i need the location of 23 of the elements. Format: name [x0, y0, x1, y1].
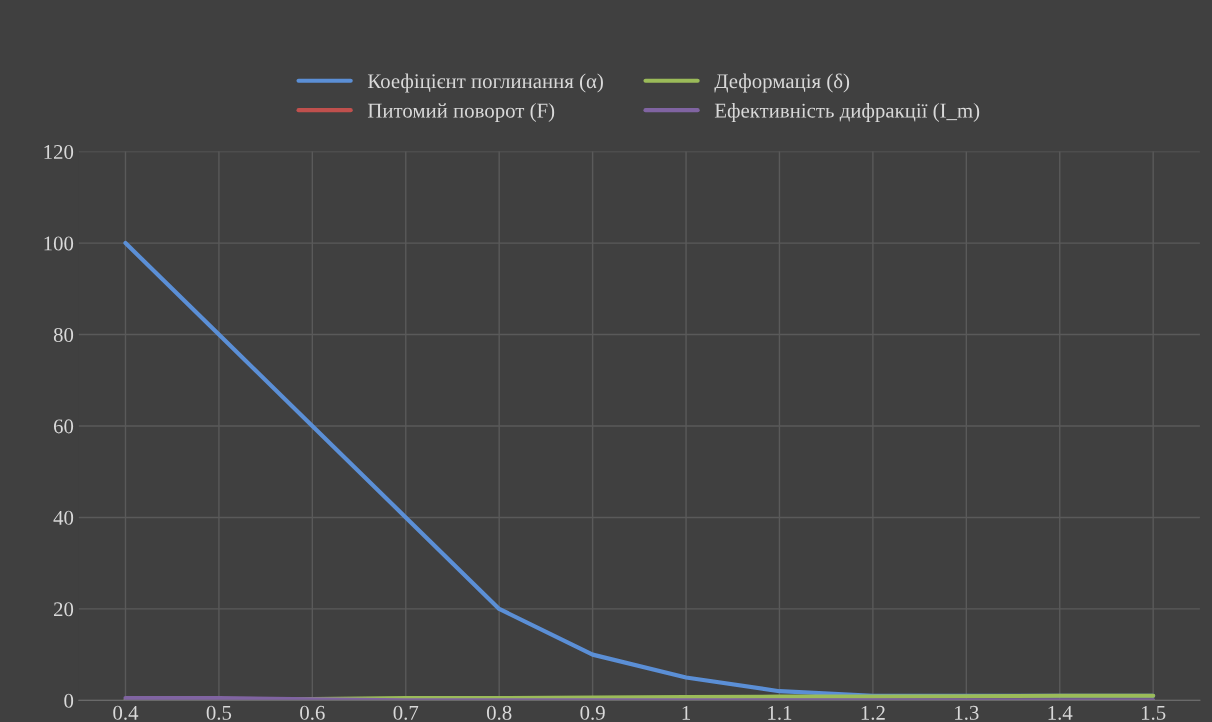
y-tick-label: 100 [44, 236, 74, 251]
x-tick-label: 0.5 [206, 705, 232, 720]
x-tick-label: 1 [682, 705, 690, 720]
legend-label: Коефіцієнт поглинання (α) [367, 73, 603, 93]
legend-label: Питомий поворот (F) [367, 103, 555, 122]
y-tick-label: 40 [53, 510, 74, 525]
x-tick-label: 0.7 [393, 705, 419, 720]
x-tick-label: 0.4 [113, 705, 139, 720]
x-tick-label: 1.3 [955, 705, 979, 720]
x-tick-label: 0.9 [580, 705, 605, 720]
y-tick-label: 20 [54, 602, 74, 617]
y-tick-label: 80 [53, 327, 74, 342]
legend-label: Деформація (δ) [714, 73, 850, 93]
x-tick-label: 1.5 [1141, 705, 1166, 720]
legend-label: Ефективність дифракції (I_m) [714, 103, 980, 122]
x-tick-label: 0.8 [486, 705, 512, 720]
y-tick-label: 120 [44, 144, 74, 160]
x-tick-label: 1.2 [861, 705, 885, 720]
y-tick-label: 60 [53, 419, 74, 434]
x-tick-label: 1.1 [768, 705, 792, 720]
x-tick-label: 0.6 [300, 705, 325, 720]
x-tick-label: 1.4 [1048, 705, 1073, 720]
y-tick-label: 0 [64, 693, 74, 708]
